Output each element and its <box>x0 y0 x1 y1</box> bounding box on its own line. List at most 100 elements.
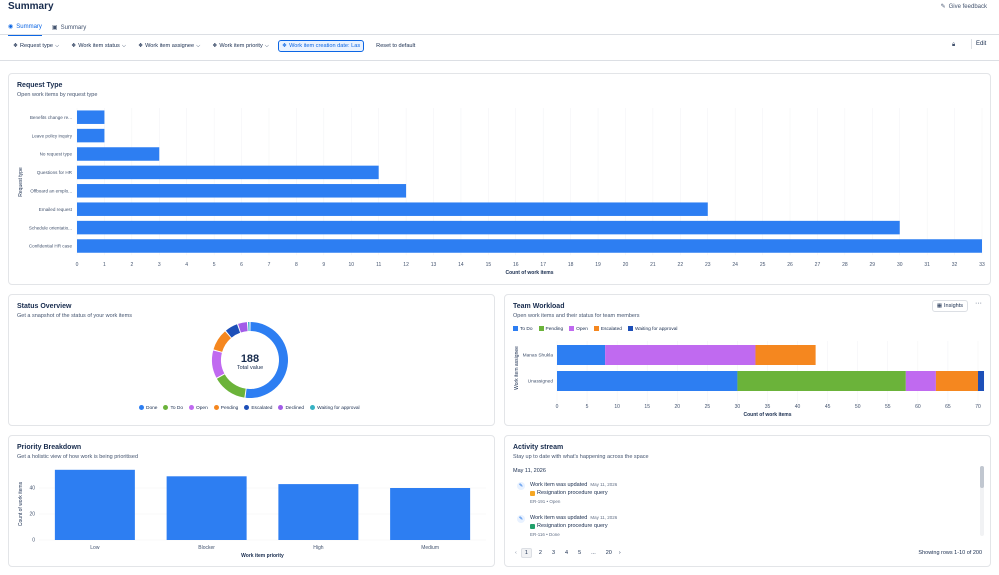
x-tick-label: 65 <box>945 404 951 410</box>
x-tick-label: 6 <box>240 262 243 268</box>
activity-scrollbar[interactable] <box>980 466 984 536</box>
legend-item[interactable]: Escalated <box>244 405 272 411</box>
card-subtitle: Open work items and their status for tea… <box>513 313 640 319</box>
x-tick-label: 27 <box>815 262 821 268</box>
x-tick-label: 35 <box>765 404 771 410</box>
legend-label: Pending <box>220 405 239 411</box>
give-feedback-label: Give feedback <box>948 3 987 10</box>
page-button[interactable]: 20 <box>605 550 612 556</box>
page-button[interactable]: 1 <box>520 548 532 558</box>
page-title: Summary <box>8 1 54 12</box>
tab-summary-active[interactable]: ◉ Summary <box>8 23 42 36</box>
y-tick-label: Questions for HR <box>37 170 73 175</box>
filter-creation-date[interactable]: ❖ Work item creation date: Las <box>278 40 365 52</box>
card-subtitle: Get a holistic view of how work is being… <box>17 454 139 460</box>
scrollbar-thumb[interactable] <box>980 466 984 488</box>
activity-work-item[interactable]: Resignation procedure query <box>530 523 608 529</box>
legend-swatch <box>569 326 575 331</box>
filter-request-type[interactable]: ❖ Request type ⌵ <box>10 41 62 52</box>
legend-item[interactable]: Declined <box>278 405 304 411</box>
donut-slice <box>238 322 248 333</box>
filter-icon: ❖ <box>13 43 19 49</box>
legend-item[interactable]: Open <box>189 405 208 411</box>
filter-work-item-priority[interactable]: ❖ Work item priority ⌵ <box>209 41 272 52</box>
legend-item[interactable]: Done <box>139 405 157 411</box>
legend-item[interactable]: Waiting for approval <box>627 326 677 332</box>
filter-work-item-assignee[interactable]: ❖ Work item assignee ⌵ <box>135 41 203 52</box>
card-title: Request Type <box>17 82 63 89</box>
legend-item[interactable]: Open <box>569 326 588 332</box>
insights-button[interactable]: ▦ Insights <box>931 300 968 312</box>
more-options-icon[interactable]: ··· <box>975 300 982 307</box>
donut-slice <box>216 374 246 398</box>
y-tick-label: Confidential HR case <box>29 244 73 249</box>
lock-icon[interactable]: 🔒︎ <box>952 42 956 48</box>
filter-icon: ❖ <box>138 43 144 49</box>
donut-slice <box>248 322 250 332</box>
chevron-right-icon[interactable]: › <box>618 550 621 556</box>
x-tick-label: 18 <box>568 262 574 268</box>
bar <box>166 476 247 540</box>
legend-label: Escalated <box>600 326 622 332</box>
card-title: Team Workload <box>513 303 565 310</box>
edit-button[interactable]: Edit <box>971 39 990 49</box>
request-type-card: Request Type Open work items by request … <box>8 73 991 285</box>
x-tick-label: 15 <box>644 404 650 410</box>
legend-swatch <box>244 405 250 410</box>
status-legend: Done To Do Open Pending Escalated Declined Wai… <box>139 405 360 411</box>
x-tick-label: 25 <box>760 262 766 268</box>
filter-work-item-status[interactable]: ❖ Work item status ⌵ <box>68 41 129 52</box>
x-tick-label: 22 <box>678 262 684 268</box>
legend-item[interactable]: Escalated <box>593 326 622 332</box>
tab-summary[interactable]: ▣ Summary <box>52 23 86 36</box>
bar <box>77 128 105 143</box>
legend-swatch <box>163 405 169 410</box>
board-icon: ▣ <box>51 25 58 31</box>
activity-date: May 11, 2026 <box>590 482 618 487</box>
filter-icon: ❖ <box>212 43 218 49</box>
legend-item[interactable]: Waiting for approval <box>310 405 360 411</box>
filter-label: Request type <box>20 43 53 49</box>
x-tick-label: 16 <box>513 262 519 268</box>
donut-slice <box>213 331 231 352</box>
page-button[interactable]: 4 <box>565 550 569 556</box>
x-tick-label: Blocker <box>198 545 215 551</box>
x-tick-label: 31 <box>924 262 930 268</box>
card-title: Priority Breakdown <box>17 444 82 451</box>
donut-slice <box>211 350 225 378</box>
bar <box>278 484 359 540</box>
activity-title-text: Work item was updated <box>530 515 588 521</box>
priority-breakdown-card: Priority Breakdown Get a holistic view o… <box>8 435 495 567</box>
card-subtitle: Get a snapshot of the status of your wor… <box>17 313 132 319</box>
legend-swatch <box>213 405 219 410</box>
legend-item[interactable]: To Do <box>513 326 533 332</box>
activity-date: May 11, 2026 <box>590 515 618 520</box>
insights-icon: ▦ <box>936 303 943 309</box>
legend-item[interactable]: To Do <box>163 405 183 411</box>
page-button[interactable]: 3 <box>551 550 556 556</box>
legend-label: To Do <box>520 326 533 332</box>
insights-label: Insights <box>944 303 963 309</box>
legend-item[interactable]: Pending <box>538 326 564 332</box>
give-feedback-button[interactable]: ✎ Give feedback <box>941 3 987 11</box>
tab-label: Summary <box>16 23 42 30</box>
x-tick-label: 7 <box>268 262 271 268</box>
legend-item[interactable]: Pending <box>213 405 239 411</box>
chevron-left-icon[interactable]: ‹ <box>515 550 517 556</box>
x-tick-label: Medium <box>421 545 439 551</box>
legend-label: Pending <box>545 326 564 332</box>
stacked-bar-segment <box>737 371 906 391</box>
page-button[interactable]: 2 <box>538 550 542 556</box>
bar <box>77 110 105 124</box>
pagination: ‹ 1 2 3 4 5 ... 20 › <box>515 548 621 558</box>
x-tick-label: 17 <box>540 262 546 268</box>
reset-to-default-button[interactable]: Reset to default <box>376 43 416 49</box>
bar <box>77 147 160 161</box>
team-workload-card: Team Workload Open work items and their … <box>504 294 991 426</box>
activity-date-heading: May 11, 2026 <box>513 468 546 474</box>
page-button[interactable]: 5 <box>578 550 582 556</box>
y-axis-label: Count of work items <box>18 481 24 526</box>
bar <box>77 220 900 235</box>
x-tick-label: 20 <box>623 262 629 268</box>
activity-work-item[interactable]: Resignation procedure query <box>530 490 608 496</box>
